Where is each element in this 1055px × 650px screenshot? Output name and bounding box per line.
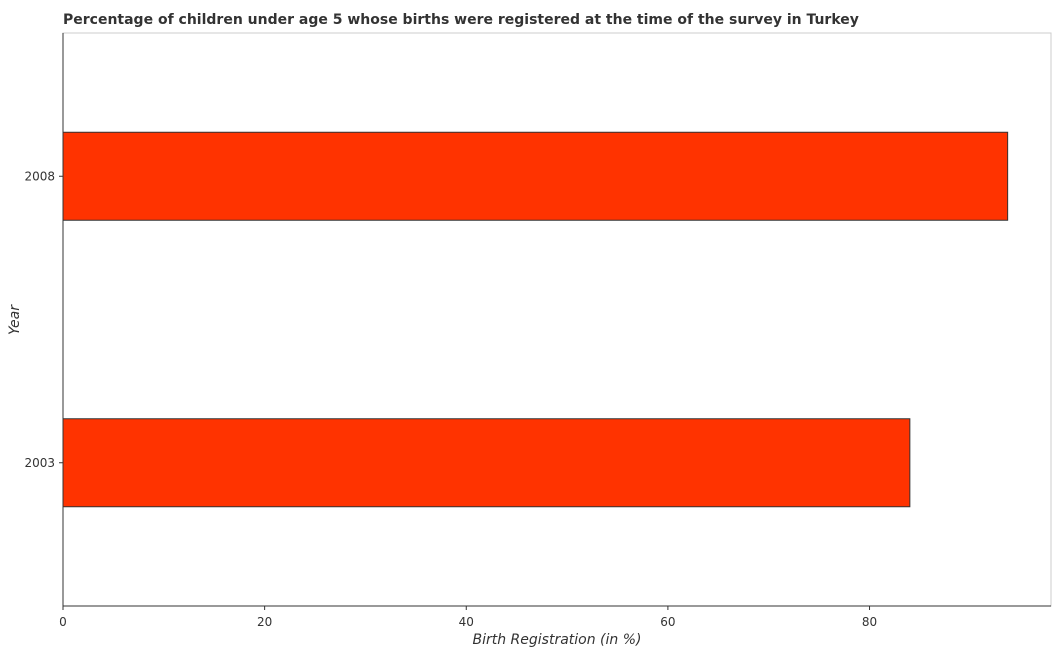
chart-title: Percentage of children under age 5 whose… xyxy=(63,12,859,28)
y-axis: 2003 2008 xyxy=(24,33,64,606)
bar-2008 xyxy=(62,131,1009,221)
x-tick-label: 80 xyxy=(862,615,877,629)
x-tick-label: 0 xyxy=(59,615,67,629)
x-tick-label: 40 xyxy=(459,615,474,629)
bars-group xyxy=(62,131,1009,508)
x-axis: 0 20 40 60 80 xyxy=(59,605,1051,629)
y-axis-label: Year xyxy=(7,304,23,335)
x-tick-label: 60 xyxy=(660,615,675,629)
plot-area xyxy=(62,32,1052,607)
y-tick-label: 2003 xyxy=(24,456,55,470)
x-tick-label: 20 xyxy=(257,615,272,629)
y-tick-label: 2008 xyxy=(24,169,55,183)
bar-2003 xyxy=(62,418,911,508)
x-axis-label: Birth Registration (in %) xyxy=(472,632,641,648)
